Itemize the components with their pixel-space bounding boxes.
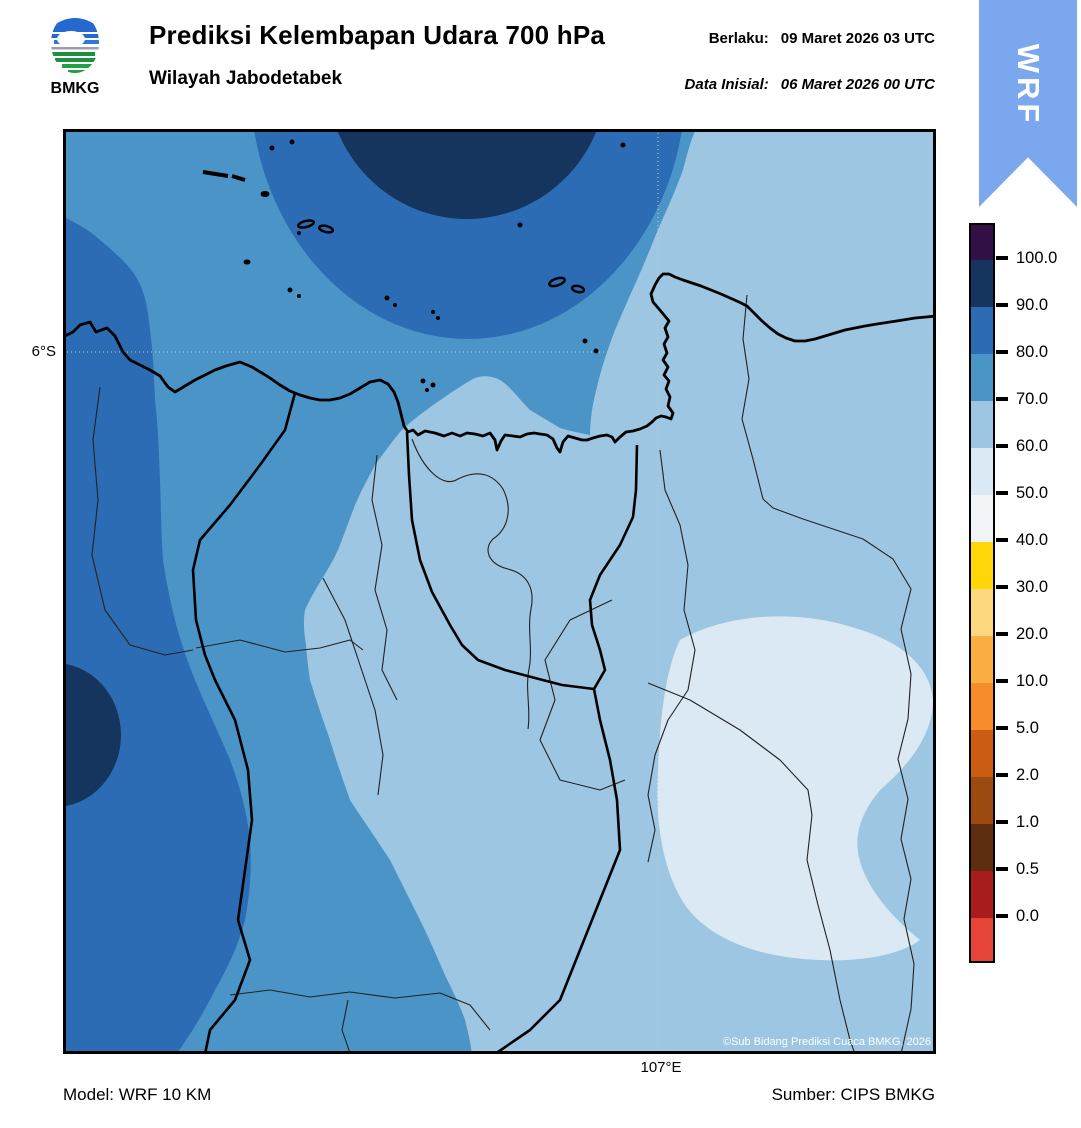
district-borders <box>91 294 915 1054</box>
colorbar-tick <box>996 491 1008 495</box>
colorbar-tick <box>996 632 1008 636</box>
colorbar-segment <box>971 401 993 448</box>
colorbar-segment <box>971 730 993 777</box>
colorbar-tick-label: 5.0 <box>1016 719 1039 737</box>
footer-model-info: Model: WRF 10 KM <box>63 1085 212 1104</box>
colorbar-segment <box>971 354 993 401</box>
init-time-value: 06 Maret 2026 00 UTC <box>780 76 935 93</box>
colorbar-tick-label: 30.0 <box>1016 578 1049 596</box>
bmkg-logo <box>51 13 99 73</box>
valid-time-row: Berlaku: 09 Maret 2026 03 UTC <box>709 30 935 47</box>
colorbar-tick-label: 10.0 <box>1016 672 1049 690</box>
init-time-row: Data Inisial: 06 Maret 2026 00 UTC <box>685 76 935 93</box>
colorbar-tick-label: 1.0 <box>1016 813 1039 831</box>
latitude-tick-label: 6°S <box>31 343 56 360</box>
colorbar-segment <box>971 542 993 589</box>
init-time-label: Data Inisial: <box>684 76 769 93</box>
coastline <box>63 272 936 454</box>
map-fill-90-100-north <box>336 129 598 219</box>
colorbar-tick <box>996 679 1008 683</box>
map-copyright: ©Sub Bidang Prediksi Cuaca BMKG, 2026 <box>722 1036 931 1048</box>
colorbar-tick <box>996 444 1008 448</box>
colorbar-tick-label: 0.5 <box>1016 860 1039 878</box>
colorbar-tick-label: 80.0 <box>1016 343 1049 361</box>
colorbar-tick-label: 2.0 <box>1016 766 1039 784</box>
bmkg-logo-caption: BMKG <box>50 80 100 97</box>
colorbar-segment <box>971 683 993 730</box>
colorbar-segment <box>971 495 993 542</box>
colorbar-tick <box>996 867 1008 871</box>
gridlines <box>63 129 936 1054</box>
colorbar-segment <box>971 225 993 260</box>
colorbar-tick <box>996 256 1008 260</box>
forecast-map <box>63 129 936 1054</box>
colorbar-tick-label: 90.0 <box>1016 296 1049 314</box>
colorbar-tick <box>996 585 1008 589</box>
footer-source-info: Sumber: CIPS BMKG <box>771 1085 935 1104</box>
province-borders <box>191 392 639 1054</box>
wrf-ribbon-text: WRF <box>1011 43 1046 127</box>
longitude-tick-label: 107°E <box>640 1059 682 1076</box>
colorbar-tick-label: 60.0 <box>1016 437 1049 455</box>
page-subtitle: Wilayah Jabodetabek <box>149 68 343 89</box>
valid-time-value: 09 Maret 2026 03 UTC <box>780 30 935 47</box>
colorbar-tick <box>996 773 1008 777</box>
colorbar-tick <box>996 303 1008 307</box>
colorbar-tick <box>996 726 1008 730</box>
colorbar-tick <box>996 397 1008 401</box>
colorbar-tick <box>996 538 1008 542</box>
colorbar-segment <box>971 448 993 495</box>
colorbar-segment <box>971 636 993 683</box>
colorbar-tick-label: 70.0 <box>1016 390 1049 408</box>
wrf-ribbon-banner: WRF <box>979 0 1077 207</box>
colorbar-tick-label: 40.0 <box>1016 531 1049 549</box>
colorbar-tick <box>996 350 1008 354</box>
colorbar-segment <box>971 824 993 871</box>
map-fill-90-100-west <box>63 663 121 807</box>
colorbar-tick-label: 20.0 <box>1016 625 1049 643</box>
map-fill-80-90-west <box>63 216 251 1054</box>
map-fill-50-60 <box>657 616 933 961</box>
colorbar-tick <box>996 914 1008 918</box>
colorbar-segment <box>971 777 993 824</box>
colorbar-segment <box>971 589 993 636</box>
colorbar-segment <box>971 871 993 918</box>
colorbar-segment <box>971 307 993 354</box>
islands <box>202 139 626 392</box>
colorbar-tick-label: 50.0 <box>1016 484 1049 502</box>
map-frame <box>63 129 936 1054</box>
colorbar-legend <box>969 223 995 963</box>
colorbar-tick <box>996 820 1008 824</box>
colorbar-tick-label: 100.0 <box>1016 249 1058 267</box>
page-title: Prediksi Kelembapan Udara 700 hPa <box>149 20 606 50</box>
colorbar-tick-label: 0.0 <box>1016 907 1039 925</box>
colorbar-segment <box>971 260 993 307</box>
valid-time-label: Berlaku: <box>708 30 769 47</box>
colorbar-segment <box>971 918 993 961</box>
